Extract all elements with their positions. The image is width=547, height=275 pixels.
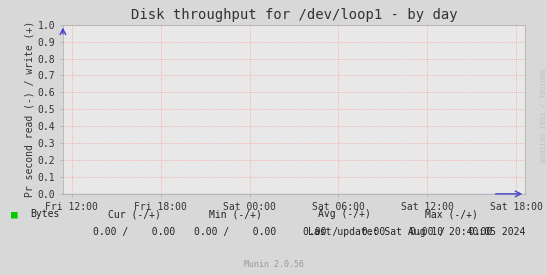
Text: 0.00 /    0.00: 0.00 / 0.00 <box>93 227 175 237</box>
Y-axis label: Pr second read (-) / write (+): Pr second read (-) / write (+) <box>25 21 35 197</box>
Text: 0.00 /    0.00: 0.00 / 0.00 <box>194 227 276 237</box>
Text: RRDTOOL / TOBI OETIKER: RRDTOOL / TOBI OETIKER <box>538 69 544 162</box>
Text: Avg (-/+): Avg (-/+) <box>318 209 371 219</box>
Text: Min (-/+): Min (-/+) <box>209 209 261 219</box>
Text: Last update: Sat Aug 10 20:40:05 2024: Last update: Sat Aug 10 20:40:05 2024 <box>308 227 525 237</box>
Text: ■: ■ <box>11 209 18 219</box>
Text: Munin 2.0.56: Munin 2.0.56 <box>243 260 304 269</box>
Text: Max (-/+): Max (-/+) <box>425 209 478 219</box>
Title: Disk throughput for /dev/loop1 - by day: Disk throughput for /dev/loop1 - by day <box>131 8 457 22</box>
Text: 0.00 /    0.00: 0.00 / 0.00 <box>304 227 386 237</box>
Text: 0.00 /    0.00: 0.00 / 0.00 <box>410 227 492 237</box>
Text: Cur (-/+): Cur (-/+) <box>108 209 160 219</box>
Text: Bytes: Bytes <box>30 209 60 219</box>
